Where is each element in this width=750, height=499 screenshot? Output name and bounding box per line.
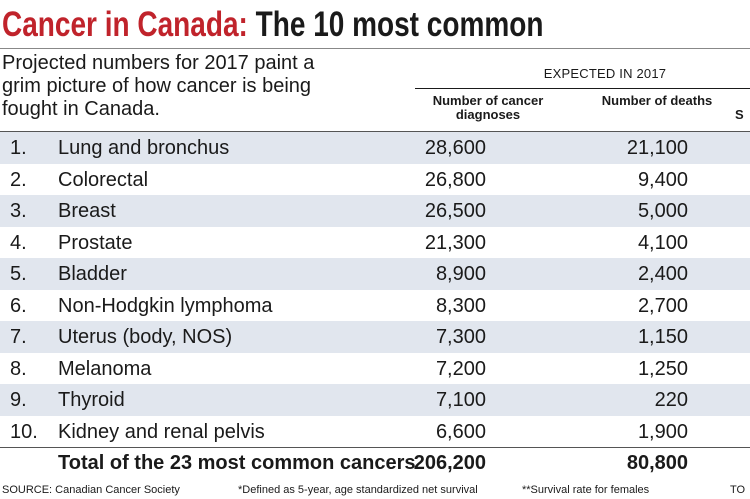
cancer-site: Kidney and renal pelvis (58, 420, 265, 443)
total-rule (0, 447, 750, 448)
column-header-survival-cut: S (735, 107, 744, 122)
deaths-value: 1,900 (637, 420, 688, 443)
diagnoses-value: 21,300 (424, 231, 486, 254)
header-rule (0, 131, 750, 132)
table-row: 5. Bladder 8,900 2,400 (0, 258, 750, 290)
row-rank: 2. (10, 168, 27, 191)
table-row: 1. Lung and bronchus 28,600 21,100 (0, 132, 750, 164)
table-row: 10. Kidney and renal pelvis 6,600 1,900 (0, 416, 750, 448)
cancer-site: Prostate (58, 231, 133, 254)
deaths-value: 5,000 (637, 200, 688, 222)
deaths-value: 2,700 (637, 294, 688, 317)
footnote-females: **Survival rate for females (522, 484, 650, 496)
diagnoses-value: 7,100 (435, 389, 486, 411)
row-rank: 6. (10, 294, 27, 317)
table-row: 8. Melanoma 7,200 1,250 (0, 353, 750, 385)
title-highlight: Cancer in Canada: (2, 5, 248, 44)
deaths-value: 1,250 (637, 357, 688, 380)
title-rest: The 10 most common (247, 5, 544, 44)
total-diagnoses: 206,200 (413, 452, 486, 474)
diagnoses-value: 8,300 (435, 294, 486, 317)
cancer-site: Bladder (58, 263, 127, 285)
group-header: EXPECTED IN 2017 (543, 66, 667, 81)
deaths-value: 21,100 (626, 137, 688, 159)
deaths-value: 220 (654, 389, 688, 411)
deaths-value: 2,400 (637, 263, 688, 285)
table-row: 3. Breast 26,500 5,000 (0, 195, 750, 227)
row-rank: 1. (10, 137, 27, 159)
intro-text: Projected numbers for 2017 paint a grim … (2, 52, 315, 120)
row-rank: 10. (10, 420, 38, 443)
diagnoses-value: 6,600 (435, 420, 486, 443)
row-rank: 3. (10, 200, 27, 222)
deaths-value: 9,400 (637, 168, 688, 191)
row-rank: 7. (10, 326, 27, 348)
diagnoses-value: 8,900 (435, 263, 486, 285)
cancer-site: Lung and bronchus (58, 137, 230, 159)
diagnoses-value: 26,800 (424, 168, 486, 191)
diagnoses-value: 7,200 (435, 357, 486, 380)
footnote-survival: *Defined as 5-year, age standardized net… (238, 484, 478, 496)
source-note: SOURCE: Canadian Cancer Society (2, 484, 180, 496)
table-body: 1. Lung and bronchus 28,600 21,100 2. Colorec… (0, 132, 750, 478)
table-row: 7. Uterus (body, NOS) 7,300 1,150 (0, 321, 750, 353)
diagnoses-value: 28,600 (424, 137, 486, 159)
cancer-site: Uterus (body, NOS) (58, 326, 233, 348)
cancer-site: Melanoma (58, 357, 152, 380)
cancer-site: Thyroid (58, 389, 125, 411)
table-row: 6. Non-Hodgkin lymphoma 8,300 2,700 (0, 290, 750, 322)
table-row: 9. Thyroid 7,100 220 (0, 384, 750, 416)
cancer-site: Breast (58, 200, 116, 222)
column-header-deaths: Number of deaths (601, 93, 713, 108)
footnote-cut: TO (730, 484, 746, 496)
cancer-site: Non-Hodgkin lymphoma (58, 294, 273, 317)
total-deaths: 80,800 (626, 452, 688, 474)
deaths-value: 1,150 (637, 326, 688, 348)
column-header-diagnoses: Number of cancer diagnoses (432, 93, 544, 122)
row-rank: 9. (10, 389, 27, 411)
diagnoses-value: 7,300 (435, 326, 486, 348)
cancer-site: Colorectal (58, 168, 149, 191)
page-title: Cancer in Canada: The 10 most common (2, 2, 543, 48)
row-rank: 8. (10, 357, 27, 380)
row-rank: 4. (10, 231, 27, 254)
row-rank: 5. (10, 263, 27, 285)
table-row: 4. Prostate 21,300 4,100 (0, 227, 750, 259)
footer: SOURCE: Canadian Cancer Society *Defined… (0, 482, 750, 499)
table-row: 2. Colorectal 26,800 9,400 (0, 164, 750, 196)
total-label: Total of the 23 most common cancers (58, 452, 416, 474)
total-row: Total of the 23 most common cancers 206,2… (0, 447, 750, 478)
deaths-value: 4,100 (637, 231, 688, 254)
title-rule (0, 48, 750, 49)
group-header-rule (415, 88, 750, 89)
diagnoses-value: 26,500 (424, 200, 486, 222)
